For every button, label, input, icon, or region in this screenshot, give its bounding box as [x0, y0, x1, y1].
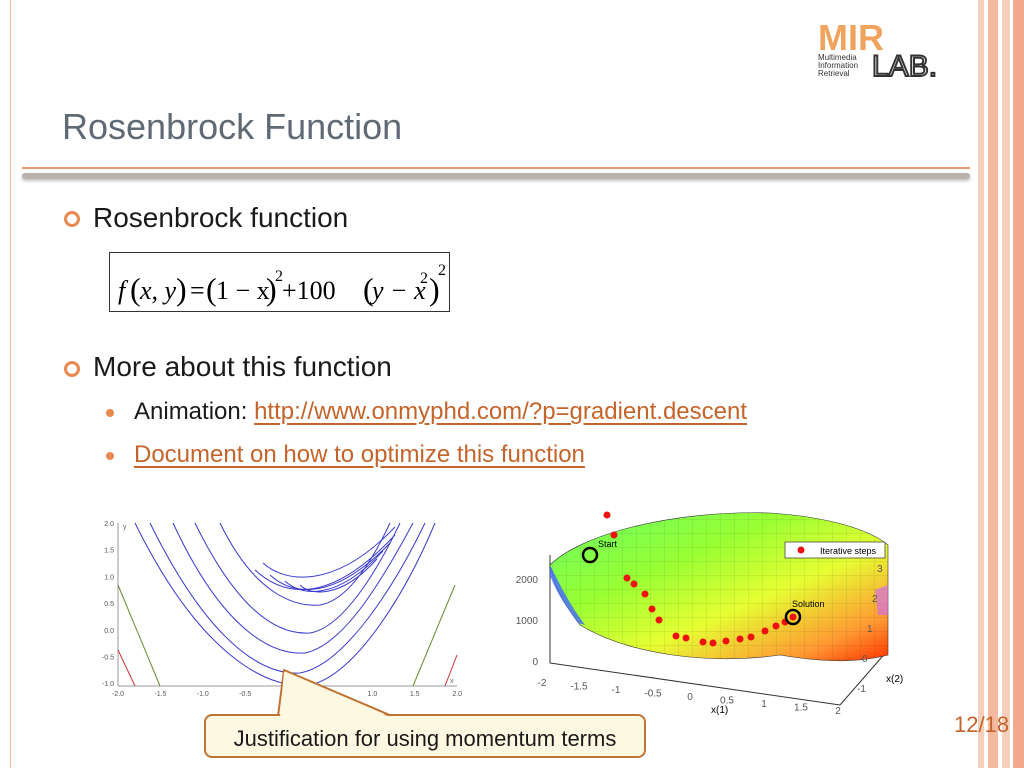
formula-lparen: ( [206, 271, 217, 307]
contour-edge-lines [117, 584, 458, 687]
contour-y-tick: 1.5 [104, 548, 114, 555]
surface-x-tick: 0.5 [720, 696, 734, 707]
surface-x-tick: 0 [687, 692, 693, 703]
contour-x-ticks: -2.0 -1.5 -1.0 -0.5 0.0 0.5 1.0 1.5 2.0 [112, 691, 462, 698]
start-marker [581, 546, 599, 564]
surface-x-tick: 1 [761, 699, 767, 710]
decor-stripe [988, 0, 998, 768]
contour-x-tick: -1.0 [197, 691, 209, 698]
bullet-marker [64, 211, 80, 227]
contour-y-tick: 1.0 [104, 574, 114, 581]
solution-label: Solution [792, 599, 825, 609]
start-label: Start [598, 539, 618, 549]
bullet-more-about: More about this function [93, 351, 392, 382]
bullet-rosenbrock: Rosenbrock function [93, 202, 349, 233]
left-border-line [10, 0, 11, 768]
surface-y-tick: 3 [877, 564, 883, 575]
slide-title: Rosenbrock Function [62, 106, 403, 147]
contour-x-tick: 2.0 [452, 691, 462, 698]
surface-x-tick: -2 [538, 678, 547, 689]
sub-bullet-document: Document on how to optimize this functio… [134, 441, 585, 469]
sub-bullet-marker [106, 409, 114, 417]
callout-text: Justification for using momentum terms [233, 726, 617, 751]
logo-line-1: Multimedia [818, 53, 857, 62]
surface-y-tick: 1 [867, 624, 873, 635]
contour-y-ticks: 2.0 1.5 1.0 0.5 0.0 -0.5 -1.0 [102, 521, 114, 688]
logo-brand-top: MIR [818, 17, 884, 58]
formula-rparen: ) [429, 271, 440, 307]
surface-legend: Iterative steps [784, 541, 886, 559]
formula-term1: 1 − x [216, 276, 270, 305]
formula-args: x, y [139, 276, 177, 305]
contour-plot: 2.0 1.5 1.0 0.5 0.0 -0.5 -1.0 -2.0 -1.5 -1.0 -0.5… [102, 521, 462, 698]
surface-y-label: x(2) [886, 674, 903, 685]
contour-x-tick: 1.0 [368, 691, 378, 698]
sub-bullet-animation: Animation: http://www.onmyphd.com/?p=gra… [134, 398, 747, 426]
contour-y-tick: 0.5 [104, 601, 114, 608]
bullet-marker [64, 361, 80, 377]
logo-line-3: Retrieval [818, 69, 850, 78]
formula-f: f [118, 276, 129, 305]
formula-eq: = [190, 276, 205, 305]
page-number: 12/18 [954, 712, 1010, 737]
surface-purple-edge [875, 585, 888, 615]
title-bar [22, 173, 970, 179]
surface-y-tick: -1 [857, 684, 866, 695]
contour-x-tick: -2.0 [112, 691, 124, 698]
formula-term2: y − x [369, 276, 426, 305]
surface-x-tick: -0.5 [644, 689, 662, 700]
title-rule [22, 167, 970, 169]
animation-link[interactable]: http://www.onmyphd.com/?p=gradient.desce… [254, 398, 748, 425]
contour-x-label: x [450, 678, 454, 685]
surface-x-label: x(1) [711, 705, 728, 716]
surface-y-ticks: 3 2 1 0 -1 [857, 564, 883, 695]
surface-z-tick: 1000 [516, 616, 539, 627]
contour-x-tick: -1.5 [154, 691, 166, 698]
contour-x-tick: 1.5 [410, 691, 420, 698]
surface-x-tick: 1.5 [794, 703, 808, 714]
contour-y-tick: 2.0 [104, 521, 114, 528]
mirlab-logo: MIR Multimedia Information Retrieval LAB… [818, 17, 938, 80]
surface-x-tick: 2 [835, 706, 841, 717]
contour-x-tick: 0.0 [283, 691, 293, 698]
decor-stripe [1002, 0, 1010, 768]
iterative-steps [603, 511, 797, 647]
sub-bullet-marker [106, 452, 114, 460]
surface-y-tick: 0 [862, 654, 868, 665]
formula-exp-inner: 2 [420, 270, 428, 287]
surface-plot: Start Solution Iterative steps 200010000… [516, 511, 903, 717]
surface-x-tick: -1 [612, 685, 621, 696]
formula-lparen: ( [130, 271, 141, 307]
contour-y-label: y [123, 524, 127, 531]
contour-x-tick: -0.5 [239, 691, 251, 698]
contour-y-tick: -1.0 [102, 681, 114, 688]
logo-brand-bottom: LAB. [872, 50, 937, 80]
surface-x-tick: -1.5 [570, 682, 588, 693]
animation-label: Animation: [134, 398, 255, 425]
contour-y-tick: 0.0 [104, 628, 114, 635]
document-link[interactable]: Document on how to optimize this functio… [134, 441, 585, 468]
rosenbrock-formula: f ( x, y ) = ( 1 − x ) 2 +100 ( y − x 2 … [109, 252, 450, 312]
formula-exp1: 2 [275, 268, 283, 285]
solution-marker [784, 608, 802, 626]
contour-y-tick: -0.5 [102, 655, 114, 662]
contour-x-tick: 0.5 [325, 691, 335, 698]
formula-plus100: +100 [282, 276, 336, 305]
decor-stripe [978, 0, 984, 768]
surface-z-tick: 0 [532, 657, 538, 668]
momentum-callout: Justification for using momentum terms [204, 714, 646, 758]
logo-line-2: Information [818, 61, 858, 70]
decor-stripe [1013, 0, 1024, 768]
legend-label: Iterative steps [820, 546, 877, 556]
surface-y-tick: 2 [872, 594, 878, 605]
surface-x-ticks: -2 -1.5 -1 -0.5 0 0.5 1 1.5 2 [538, 678, 842, 717]
formula-rparen: ) [176, 271, 187, 307]
surface-z-ticks: 2000 1000 0 [516, 575, 539, 668]
formula-rparen: ) [266, 271, 277, 307]
formula-exp2: 2 [438, 262, 446, 279]
surface-z-tick: 2000 [516, 575, 539, 586]
contour-level-lines [134, 522, 436, 687]
formula-lparen: ( [363, 271, 374, 307]
